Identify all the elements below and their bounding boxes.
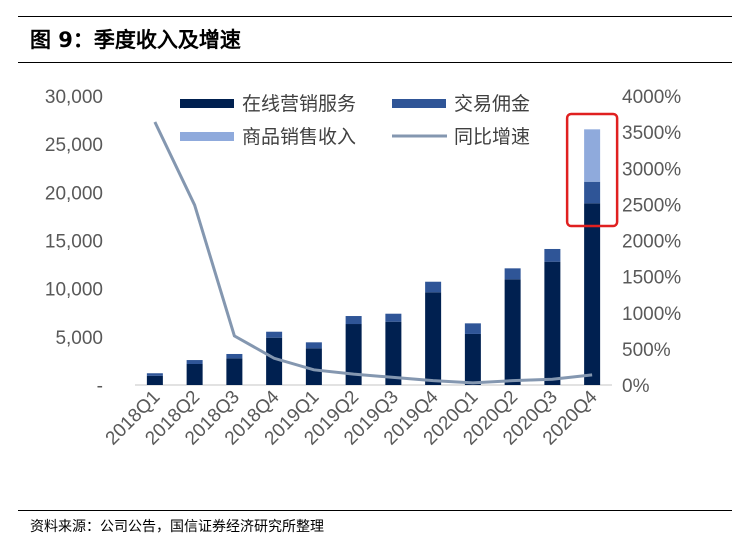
source-note: 资料来源：公司公告，国信证券经济研究所整理 bbox=[30, 519, 324, 535]
bar-2020Q3-series1 bbox=[544, 248, 561, 262]
left-tick-label: - bbox=[97, 376, 103, 397]
bar-2018Q1-series0 bbox=[146, 375, 163, 385]
figure-title: 图 9：季度收入及增速 bbox=[30, 28, 241, 52]
bar-2019Q2-series1 bbox=[345, 316, 362, 325]
legend-label: 交易佣金 bbox=[454, 93, 530, 115]
left-tick-label: 30,000 bbox=[45, 87, 103, 108]
left-tick-label: 20,000 bbox=[45, 183, 103, 204]
right-tick-label: 3000% bbox=[622, 159, 681, 180]
right-tick-label: 2500% bbox=[622, 195, 681, 216]
legend-swatch bbox=[392, 99, 446, 108]
bar-2018Q2-series0 bbox=[186, 363, 203, 385]
bar-2019Q2-series0 bbox=[345, 324, 362, 385]
right-tick-label: 0% bbox=[622, 376, 650, 397]
highlight-box bbox=[565, 112, 619, 228]
right-tick-label: 500% bbox=[622, 340, 671, 361]
bar-2020Q1-series0 bbox=[464, 333, 481, 385]
bar-2020Q3-series0 bbox=[544, 261, 561, 385]
legend-label: 商品销售收入 bbox=[242, 126, 356, 148]
right-tick-label: 4000% bbox=[622, 87, 681, 108]
bar-2019Q1-series0 bbox=[305, 348, 322, 385]
bar-2020Q4-series0 bbox=[584, 203, 601, 385]
bottom-rule bbox=[18, 510, 732, 511]
right-tick-label: 2000% bbox=[622, 232, 681, 253]
legend-swatch bbox=[180, 99, 234, 108]
right-tick-label: 3500% bbox=[622, 123, 681, 144]
bar-2019Q4-series1 bbox=[425, 281, 442, 293]
bar-2018Q1-series1 bbox=[146, 373, 163, 376]
left-tick-label: 5,000 bbox=[55, 328, 103, 349]
legend-label: 同比增速 bbox=[454, 126, 530, 148]
bar-2019Q3-series1 bbox=[385, 313, 402, 322]
title-rule bbox=[18, 62, 732, 63]
bar-2018Q2-series1 bbox=[186, 360, 203, 364]
bar-2020Q1-series1 bbox=[464, 323, 481, 334]
legend-swatch bbox=[180, 132, 234, 141]
legend-label: 在线营销服务 bbox=[242, 93, 356, 115]
left-tick-label: 10,000 bbox=[45, 280, 103, 301]
top-rule bbox=[18, 16, 732, 17]
growth-line bbox=[153, 121, 593, 385]
bar-2020Q4-series1 bbox=[584, 181, 601, 204]
bar-2019Q3-series0 bbox=[385, 321, 402, 385]
bar-2018Q4-series1 bbox=[266, 331, 283, 338]
right-tick-label: 1500% bbox=[622, 268, 681, 289]
bar-2019Q4-series0 bbox=[425, 292, 442, 385]
bar-2018Q3-series0 bbox=[226, 358, 243, 385]
left-tick-label: 15,000 bbox=[45, 232, 103, 253]
bar-2020Q2-series0 bbox=[504, 279, 521, 385]
left-tick-label: 25,000 bbox=[45, 135, 103, 156]
bar-2020Q4-series2 bbox=[584, 129, 601, 182]
bar-2018Q3-series1 bbox=[226, 353, 243, 359]
bar-2020Q2-series1 bbox=[504, 268, 521, 280]
bar-2018Q4-series0 bbox=[266, 337, 283, 385]
right-tick-label: 1000% bbox=[622, 304, 681, 325]
bar-2019Q1-series1 bbox=[305, 342, 322, 349]
